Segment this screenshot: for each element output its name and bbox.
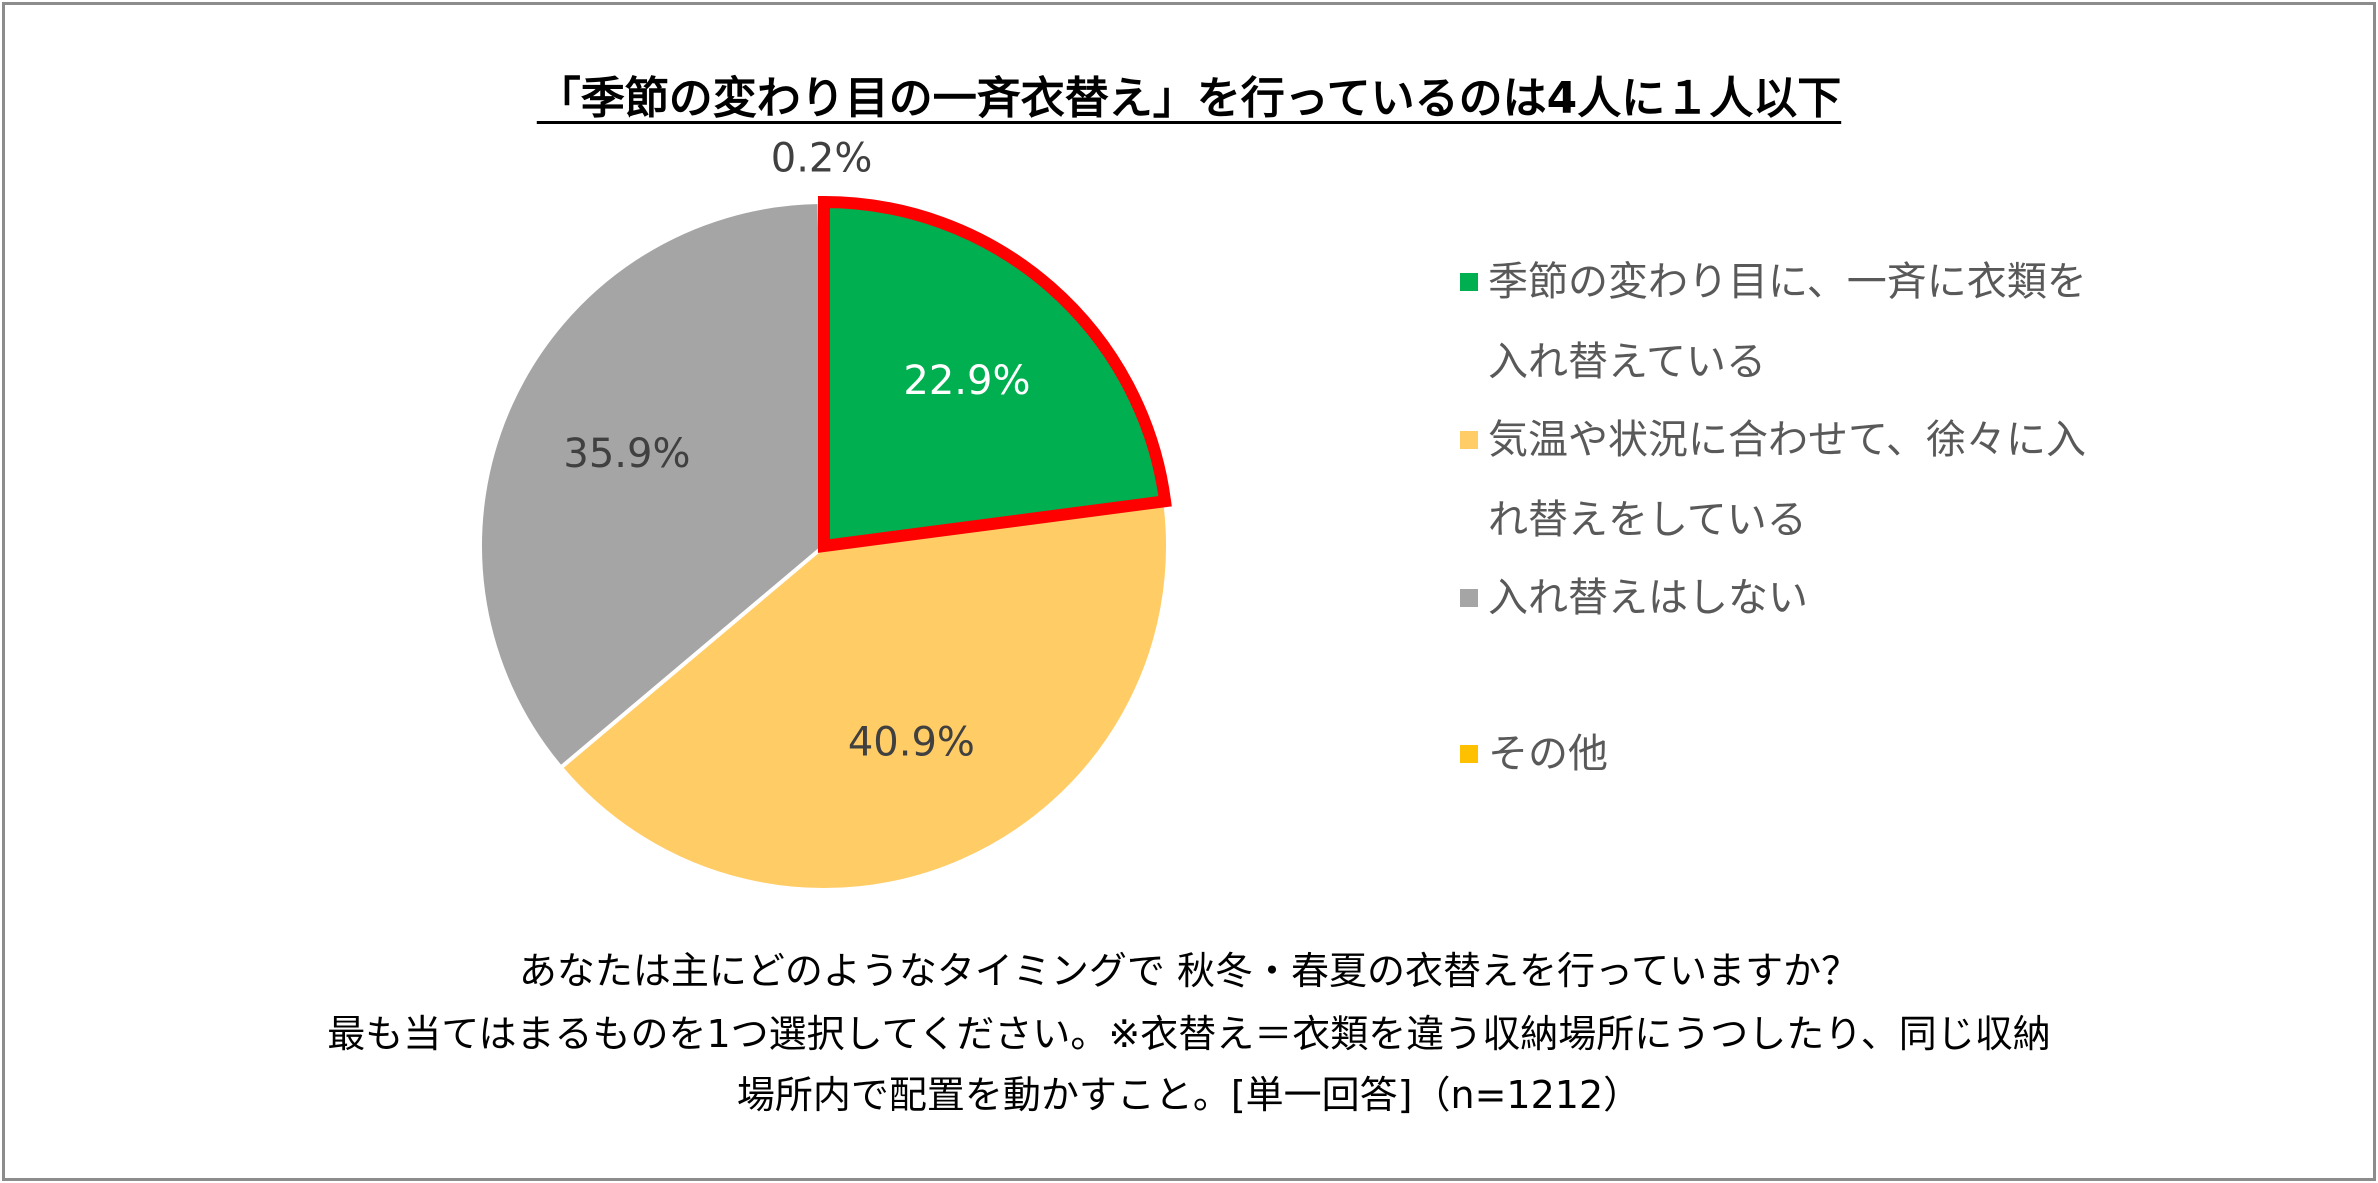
- legend-swatch: [1460, 589, 1478, 607]
- data-label: 22.9%: [903, 358, 1030, 404]
- legend-swatch: [1460, 273, 1478, 291]
- legend-swatch: [1460, 745, 1478, 763]
- chart-title: 「季節の変わり目の一斉衣替え」を行っているのは4人に１人以下: [0, 62, 2378, 126]
- data-label: 40.9%: [848, 719, 975, 765]
- data-label: 35.9%: [563, 431, 690, 477]
- legend-swatch: [1460, 431, 1478, 449]
- legend-label: その他: [1488, 731, 1608, 777]
- pie-slice: [478, 199, 827, 771]
- chart-title-text: 「季節の変わり目の一斉衣替え」を行っているのは4人に１人以下: [536, 73, 1842, 124]
- legend-label: 気温や状況に合わせて、徐々に入れ替えをしている: [1488, 417, 2086, 543]
- caption-line: あなたは主にどのようなタイミングで 秋冬・春夏の衣替えを行っていますか？: [518, 949, 1860, 993]
- legend-item: 季節の変わり目に、一斉に衣類を入れ替えている: [1460, 242, 2100, 402]
- caption-line: 最も当てはまるものを1つ選択してください。※衣替え＝衣類を違う収納場所にうつした…: [327, 1012, 2051, 1056]
- pie-slice: [558, 498, 1170, 892]
- legend-label: 入れ替えはしない: [1488, 575, 1808, 621]
- legend-item: 気温や状況に合わせて、徐々に入れ替えをしている: [1460, 400, 2100, 560]
- legend-label: 季節の変わり目に、一斉に衣類を入れ替えている: [1488, 259, 2087, 385]
- legend-item: 入れ替えはしない: [1460, 558, 2100, 638]
- data-label: 0.2%: [771, 136, 873, 182]
- pie-slice: [818, 195, 1172, 553]
- caption-line: 場所内で配置を動かすこと。[単一回答]（n=1212）: [736, 1073, 1642, 1117]
- legend-item: その他: [1460, 714, 2100, 794]
